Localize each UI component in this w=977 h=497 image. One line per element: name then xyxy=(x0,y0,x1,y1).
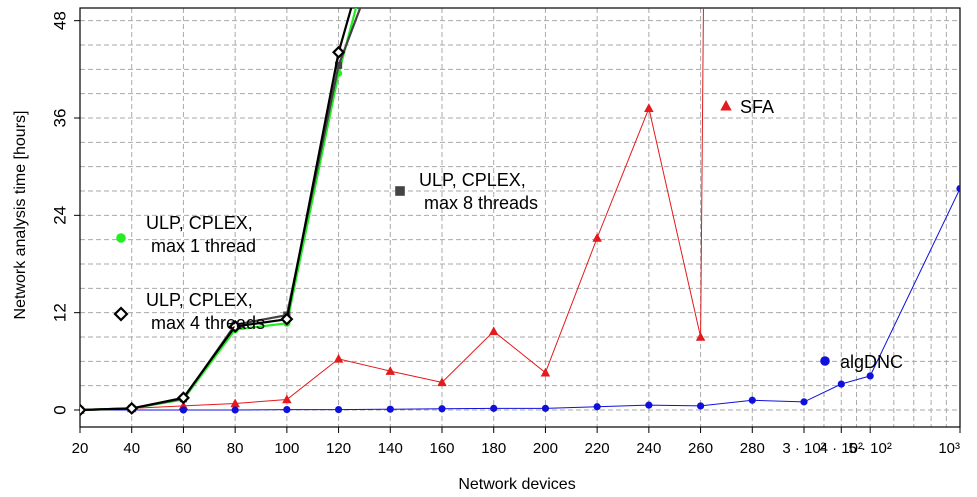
legend-text: ULP, CPLEX, xyxy=(419,170,526,190)
x-tick-label: 260 xyxy=(688,440,713,457)
legend-text: max 4 threads xyxy=(151,313,265,333)
data-point xyxy=(282,394,292,404)
series-layer xyxy=(80,8,960,417)
x-tick-label: 60 xyxy=(175,440,192,457)
series-algdnc xyxy=(80,184,960,414)
data-point xyxy=(386,405,394,413)
data-point xyxy=(488,326,499,336)
x-tick-label: 200 xyxy=(533,440,558,457)
x-tick-label: 100 xyxy=(274,440,299,457)
legend-text: max 1 thread xyxy=(151,236,256,256)
inline-labels: SFA ULP, CPLEX, max 1 thread ULP, CPLEX, max… xyxy=(113,97,903,372)
legend-marker xyxy=(116,233,126,243)
legend-text: ULP, CPLEX, xyxy=(146,290,253,310)
series-line xyxy=(80,188,960,411)
data-point xyxy=(956,184,960,193)
legend-marker xyxy=(113,306,129,322)
x-tick-label: 220 xyxy=(585,440,610,457)
data-point xyxy=(696,402,705,410)
x-tick-label: 40 xyxy=(123,440,140,457)
legend-marker xyxy=(395,186,405,196)
data-point xyxy=(490,404,498,412)
x-tick-label: 5 · 10² xyxy=(849,440,892,457)
x-tick-label: 180 xyxy=(481,440,506,457)
data-point xyxy=(748,396,756,404)
data-point xyxy=(283,405,291,414)
legend-text: algDNC xyxy=(840,352,903,372)
data-point xyxy=(385,366,396,375)
x-tick-label: 80 xyxy=(227,440,244,457)
data-point xyxy=(800,398,808,406)
x-tick-label: 160 xyxy=(429,440,454,457)
data-point xyxy=(179,406,188,414)
label-ulp-cplex-max-8-threads: ULP, CPLEX, max 8 threads xyxy=(395,170,538,213)
x-tick-label: 10³ xyxy=(938,440,960,457)
x-tick-label: 140 xyxy=(378,440,403,457)
data-point xyxy=(231,406,239,414)
legend-text: ULP, CPLEX, xyxy=(146,213,253,233)
data-point xyxy=(228,319,242,334)
data-point xyxy=(125,401,139,415)
data-point xyxy=(230,398,240,408)
data-point xyxy=(837,380,845,388)
data-point xyxy=(332,45,346,59)
legend-text: SFA xyxy=(740,97,774,117)
x-axis-title: Network devices xyxy=(458,476,575,493)
data-point xyxy=(334,61,343,69)
data-point xyxy=(592,233,602,242)
label-sfa: SFA xyxy=(720,97,774,117)
data-point xyxy=(176,391,190,405)
y-tick-label: 36 xyxy=(51,109,70,128)
plot-frame xyxy=(79,7,961,428)
legend-text: max 8 threads xyxy=(424,193,538,213)
data-point xyxy=(540,367,551,377)
x-tick-label: 3 · 10² xyxy=(782,440,825,457)
data-point xyxy=(593,403,601,411)
y-tick-label: 12 xyxy=(51,303,70,322)
data-point xyxy=(437,377,447,387)
grid-lines xyxy=(79,8,961,427)
x-tick-label: 20 xyxy=(72,440,89,457)
y-tick-label: 24 xyxy=(51,206,70,225)
data-point xyxy=(80,403,87,417)
data-point xyxy=(333,353,344,363)
data-point xyxy=(695,332,706,341)
legend-marker xyxy=(720,100,732,111)
data-point xyxy=(541,404,550,412)
data-point xyxy=(645,401,653,409)
data-point xyxy=(438,405,446,413)
y-axis-title: Network analysis time [hours] xyxy=(12,111,29,320)
data-point xyxy=(866,372,874,380)
y-tick-label: 0 xyxy=(51,405,70,414)
series-line xyxy=(80,8,704,411)
label-algdnc: algDNC xyxy=(820,352,903,372)
label-ulp-cplex-max-1-thread: ULP, CPLEX, max 1 thread xyxy=(116,213,256,256)
data-point xyxy=(334,405,343,414)
data-point xyxy=(644,103,654,113)
x-tick-label: 120 xyxy=(326,440,351,457)
x-tick-label: 280 xyxy=(740,440,765,457)
data-point xyxy=(280,312,294,326)
legend-marker xyxy=(820,356,830,366)
x-tick-label: 240 xyxy=(636,440,661,457)
y-tick-label: 48 xyxy=(51,11,70,30)
x-tick-label: 4 · 10² xyxy=(820,440,863,457)
axes: 0 12 24 36 48 20 40 60 80 100 120 140 160 180 200 220 24… xyxy=(51,7,961,457)
series-ulp-cplex-max-4-threads xyxy=(80,8,353,417)
label-ulp-cplex-max-4-threads: ULP, CPLEX, max 4 threads xyxy=(113,290,265,333)
